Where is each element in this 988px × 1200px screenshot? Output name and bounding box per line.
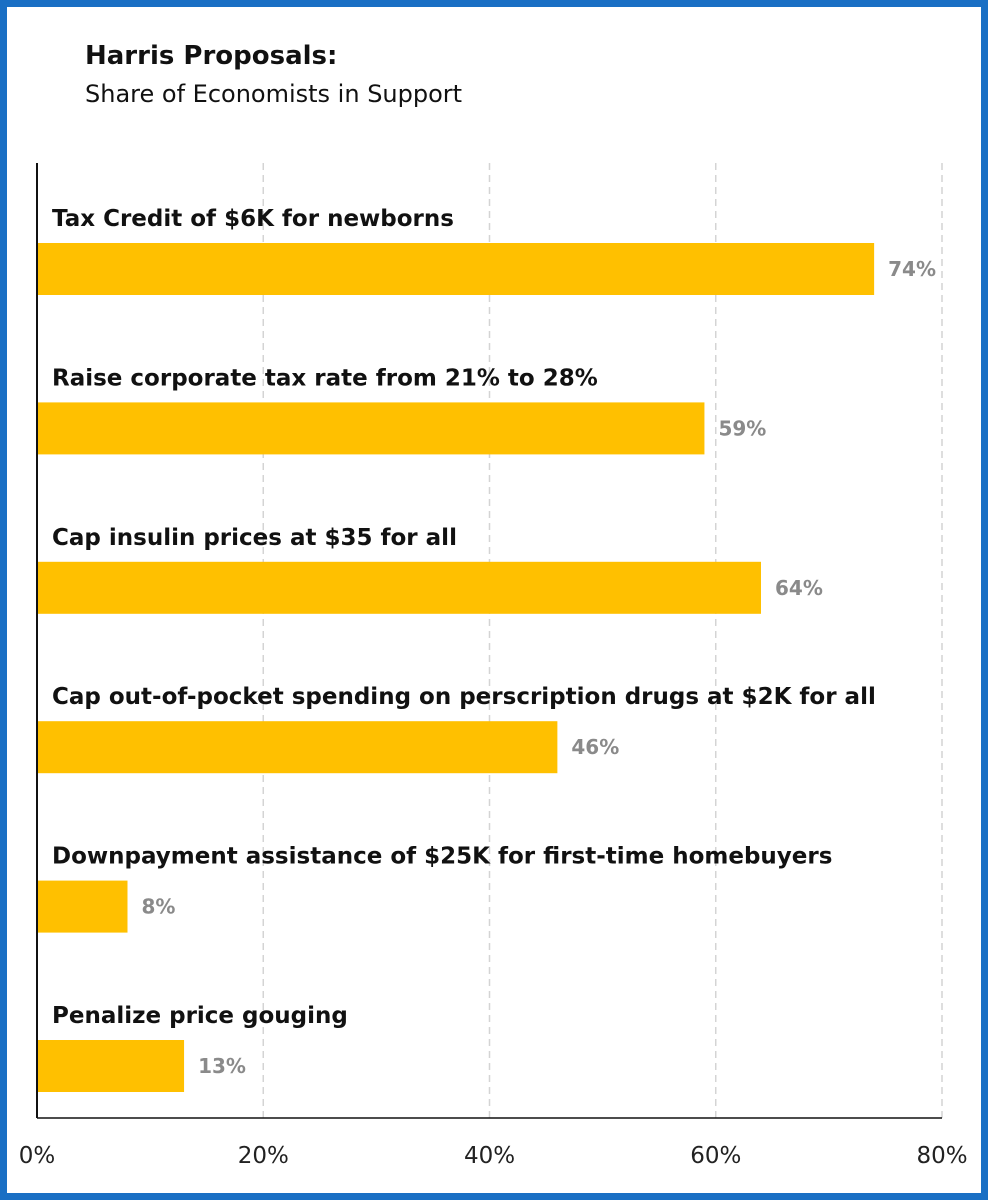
bar xyxy=(37,721,558,774)
value-label: 59% xyxy=(718,416,766,440)
bar xyxy=(37,402,705,455)
x-tick-label: 80% xyxy=(916,1143,967,1169)
bars xyxy=(37,243,875,1092)
category-label: Cap insulin prices at $35 for all xyxy=(52,525,457,551)
labels: Tax Credit of $6K for newborns 74% Raise c… xyxy=(52,206,936,1078)
value-label: 13% xyxy=(198,1054,246,1078)
value-label: 8% xyxy=(142,895,176,919)
bar xyxy=(37,1040,185,1092)
value-label: 46% xyxy=(571,735,619,759)
gridlines xyxy=(262,163,943,1118)
x-tick-label: 40% xyxy=(464,1143,515,1169)
value-label: 74% xyxy=(888,257,936,281)
x-tick-label: 0% xyxy=(19,1143,56,1169)
category-label: Cap out-of-pocket spending on perscripti… xyxy=(52,684,876,710)
bar xyxy=(37,880,128,933)
chart-title: Harris Proposals: xyxy=(85,41,338,71)
value-label: 64% xyxy=(775,576,823,600)
category-label: Downpayment assistance of $25K for first… xyxy=(52,844,832,870)
bar xyxy=(37,561,761,614)
x-tick-label: 60% xyxy=(690,1143,741,1169)
axes: 0% 20% 40% 60% 80% xyxy=(19,163,968,1169)
category-label: Penalize price gouging xyxy=(52,1003,348,1029)
chart-subtitle: Share of Economists in Support xyxy=(85,80,463,108)
category-label: Raise corporate tax rate from 21% to 28% xyxy=(52,365,598,391)
bar xyxy=(37,243,875,295)
x-tick-label: 20% xyxy=(238,1143,289,1169)
category-label: Tax Credit of $6K for newborns xyxy=(52,206,454,232)
